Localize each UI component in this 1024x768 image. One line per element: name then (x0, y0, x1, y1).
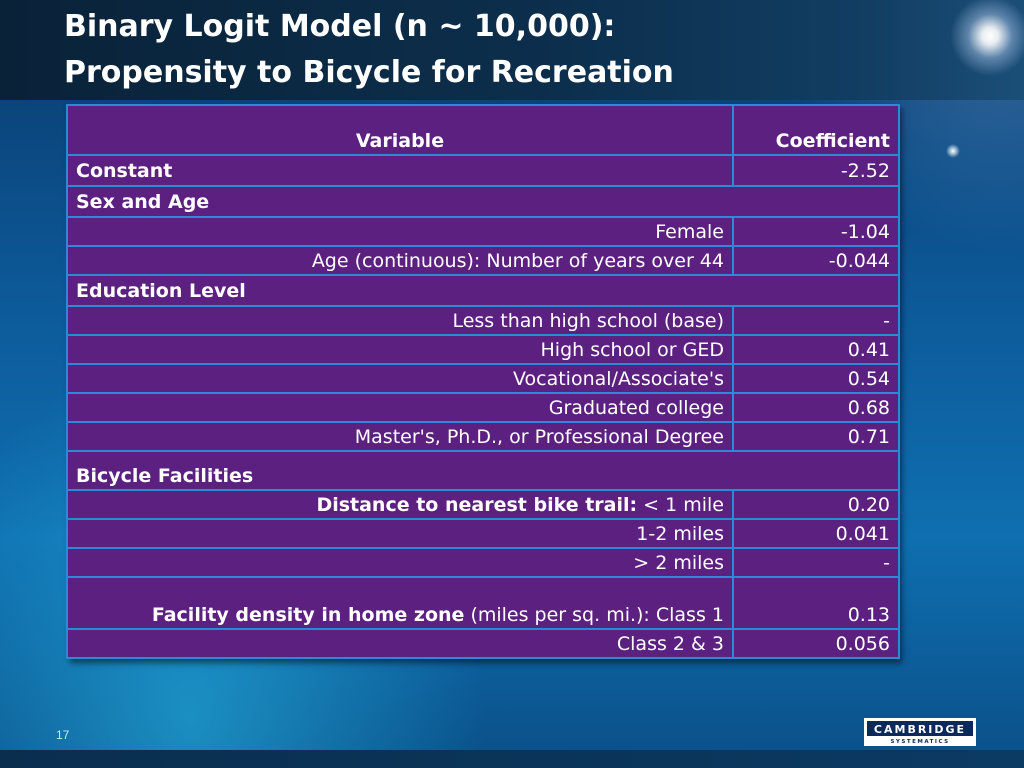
row-label-trail-2: 1-2 miles (66, 518, 734, 549)
logo-text: CAMBRIDGE (874, 723, 966, 736)
table-header-row: Variable Coefficient (66, 104, 900, 156)
slide-title-line-1: Binary Logit Model (n ~ 10,000): (64, 9, 616, 44)
row-label-masters: Master's, Ph.D., or Professional Degree (66, 421, 734, 452)
row-value-voc: 0.54 (732, 363, 900, 394)
section-row-education: Education Level (66, 274, 900, 307)
header-coefficient: Coefficient (732, 104, 900, 156)
row-value-grad: 0.68 (732, 392, 900, 423)
table-row: > 2 miles - (66, 547, 900, 578)
row-value-less-hs: - (732, 305, 900, 336)
page-number: 17 (56, 728, 70, 742)
row-label-grad: Graduated college (66, 392, 734, 423)
table-row: Vocational/Associate's 0.54 (66, 363, 900, 394)
table-row: Female -1.04 (66, 216, 900, 247)
sparkle (946, 144, 960, 158)
table-row: Less than high school (base) - (66, 305, 900, 336)
table-row-constant: Constant -2.52 (66, 154, 900, 187)
row-value-hs: 0.41 (732, 334, 900, 365)
section-row-sex-age: Sex and Age (66, 185, 900, 218)
row-label-age: Age (continuous): Number of years over 4… (66, 245, 734, 276)
logo-subtext: SYSTEMATICS (890, 739, 949, 745)
row-label-density-1-bold: Facility density in home zone (151, 604, 465, 626)
table-row: Facility density in home zone (miles per… (66, 576, 900, 630)
slide-title: Binary Logit Model (n ~ 10,000): Propens… (64, 4, 674, 96)
section-row-bicycle: Bicycle Facilities (66, 450, 900, 491)
cambridge-systematics-logo: CAMBRIDGE SYSTEMATICS (864, 718, 976, 746)
row-value-density-1: 0.13 (732, 576, 900, 630)
title-bar (0, 0, 1024, 100)
constant-value: -2.52 (732, 154, 900, 187)
table-row: Master's, Ph.D., or Professional Degree … (66, 421, 900, 452)
row-label-trail-3: > 2 miles (66, 547, 734, 578)
section-sex-age: Sex and Age (66, 185, 900, 218)
table-row: Age (continuous): Number of years over 4… (66, 245, 900, 276)
row-label-trail-1-rest: < 1 mile (637, 493, 724, 516)
row-value-trail-1: 0.20 (732, 489, 900, 520)
row-label-density-1-rest: (miles per sq. mi.): Class 1 (464, 604, 724, 626)
table-row: Distance to nearest bike trail: < 1 mile… (66, 489, 900, 520)
section-education: Education Level (66, 274, 900, 307)
row-label-less-hs: Less than high school (base) (66, 305, 734, 336)
row-label-female: Female (66, 216, 734, 247)
coefficient-table: Variable Coefficient Constant -2.52 Sex … (66, 104, 900, 659)
row-label-trail-1: Distance to nearest bike trail: < 1 mile (66, 489, 734, 520)
row-label-hs: High school or GED (66, 334, 734, 365)
row-label-voc: Vocational/Associate's (66, 363, 734, 394)
row-value-trail-3: - (732, 547, 900, 578)
row-value-trail-2: 0.041 (732, 518, 900, 549)
row-value-female: -1.04 (732, 216, 900, 247)
constant-label: Constant (66, 154, 734, 187)
coefficient-table-container: Variable Coefficient Constant -2.52 Sex … (66, 104, 900, 659)
row-label-trail-1-bold: Distance to nearest bike trail: (316, 493, 638, 516)
table-row: 1-2 miles 0.041 (66, 518, 900, 549)
row-label-density-1: Facility density in home zone (miles per… (66, 576, 734, 630)
row-value-masters: 0.71 (732, 421, 900, 452)
table-row: High school or GED 0.41 (66, 334, 900, 365)
section-bicycle: Bicycle Facilities (66, 450, 900, 491)
slide-title-line-2: Propensity to Bicycle for Recreation (64, 55, 674, 90)
header-variable: Variable (66, 104, 734, 156)
bottom-bar (0, 750, 1024, 768)
row-label-density-2: Class 2 & 3 (66, 628, 734, 659)
row-value-density-2: 0.056 (732, 628, 900, 659)
lens-flare (950, 0, 1024, 80)
table-row: Graduated college 0.68 (66, 392, 900, 423)
table-row: Class 2 & 3 0.056 (66, 628, 900, 659)
row-value-age: -0.044 (732, 245, 900, 276)
